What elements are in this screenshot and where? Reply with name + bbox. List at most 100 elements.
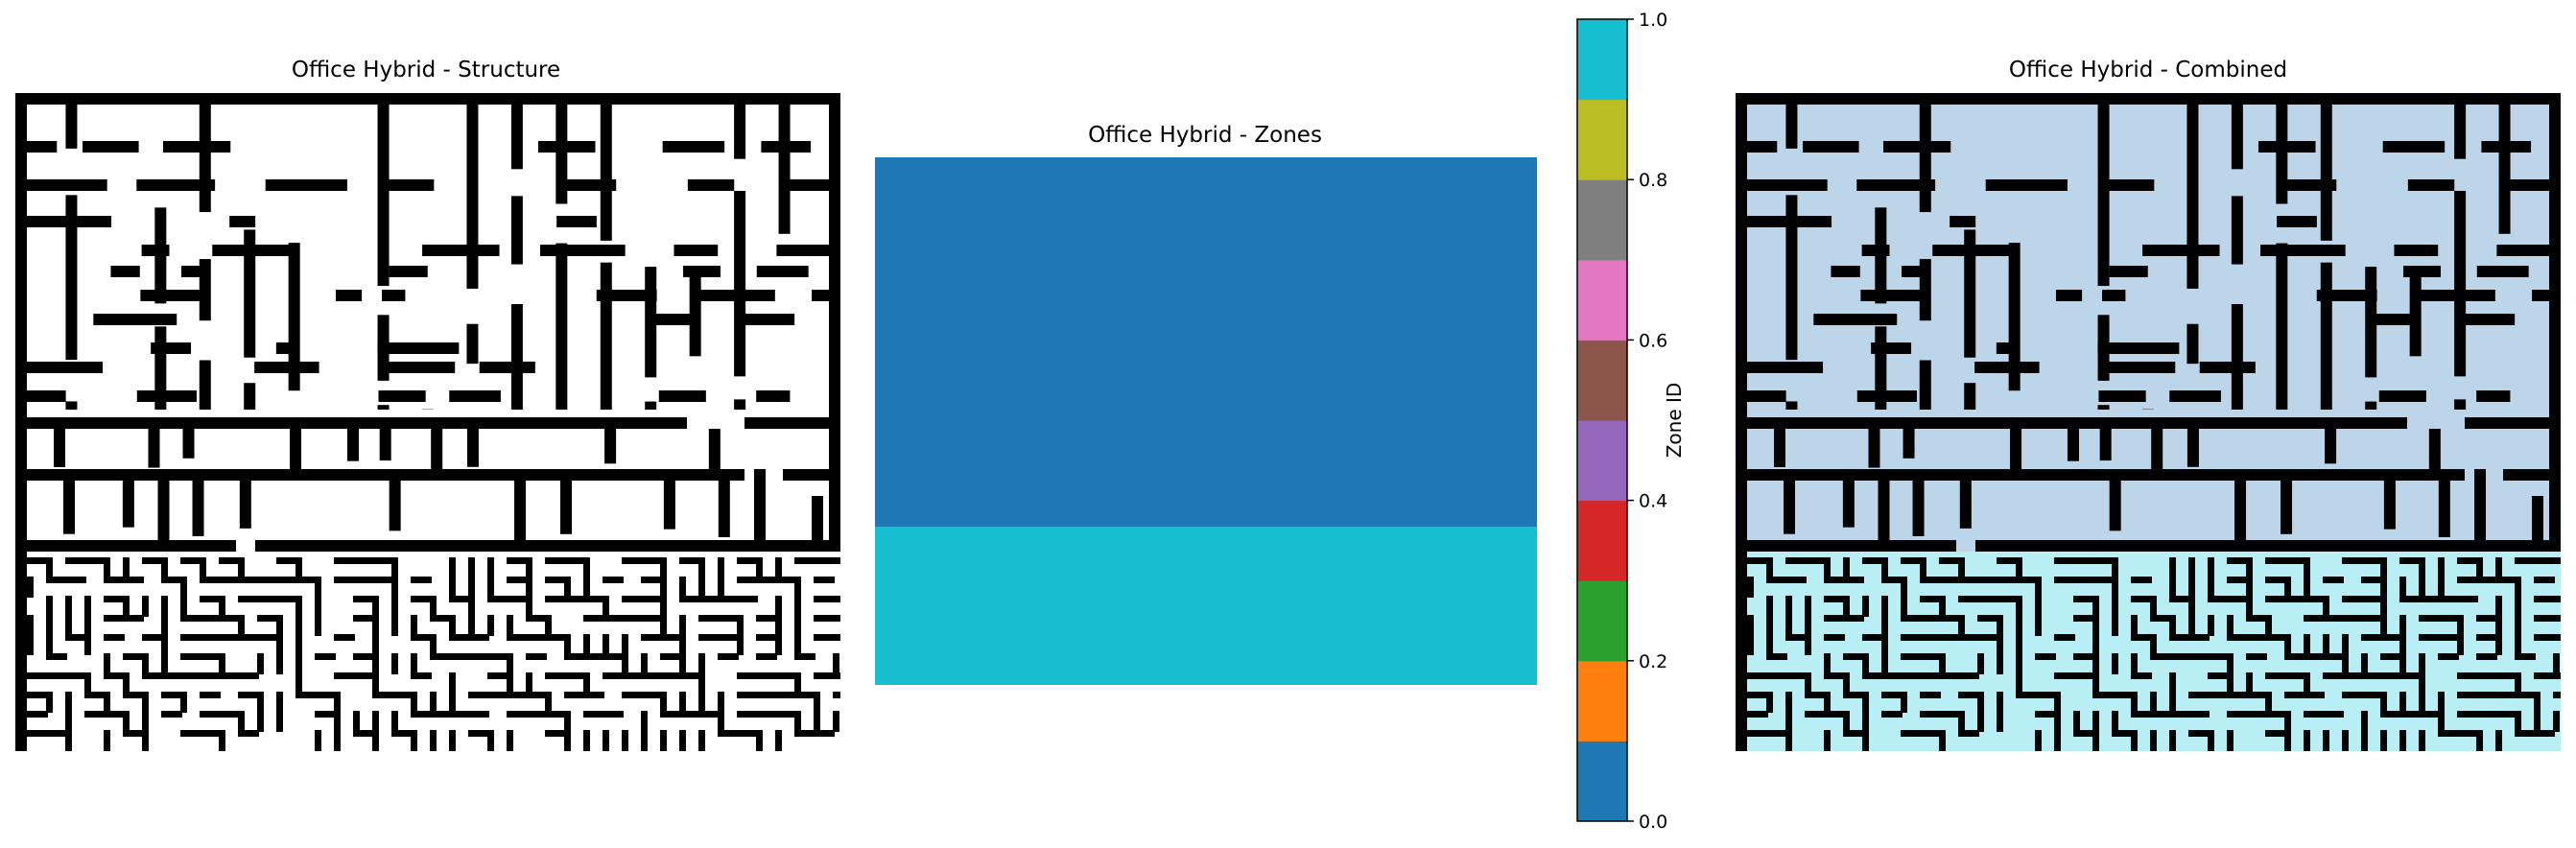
wall-cell bbox=[1920, 653, 1941, 660]
wall-cell bbox=[2016, 692, 2037, 698]
wall-cell bbox=[744, 314, 795, 325]
wall-cell bbox=[2150, 711, 2171, 718]
wall-cell bbox=[2188, 730, 2210, 737]
wall-cell bbox=[2073, 672, 2094, 679]
wall-cell bbox=[142, 596, 149, 617]
wall-cell bbox=[200, 672, 221, 679]
wall-cell bbox=[46, 672, 67, 679]
wall-cell bbox=[65, 634, 86, 641]
wall-cell bbox=[1939, 711, 1960, 718]
wall-cell bbox=[2457, 672, 2478, 679]
wall-cell bbox=[265, 179, 347, 191]
wall-cell bbox=[2399, 672, 2421, 679]
wall-cell bbox=[377, 105, 390, 287]
wall-cell bbox=[718, 481, 730, 538]
wall-cell bbox=[219, 730, 225, 751]
wall-cell bbox=[1881, 615, 1888, 636]
wall-cell bbox=[2506, 179, 2549, 191]
wall-cell bbox=[2097, 405, 2110, 410]
wall-cell bbox=[200, 577, 221, 583]
wall-cell bbox=[794, 711, 801, 732]
wall-cell bbox=[2323, 577, 2344, 583]
wall-cell bbox=[1824, 557, 1831, 578]
wall-cell bbox=[15, 552, 27, 751]
wall-cell bbox=[199, 105, 211, 213]
wall-cell bbox=[219, 577, 240, 583]
wall-cell bbox=[596, 290, 657, 301]
wall-cell bbox=[2304, 711, 2325, 718]
wall-cell bbox=[698, 653, 705, 674]
wall-cell bbox=[2476, 730, 2483, 751]
wall-cell bbox=[84, 711, 106, 718]
wall-cell bbox=[219, 615, 240, 622]
wall-cell bbox=[2067, 429, 2079, 461]
colorbar-segment bbox=[1577, 179, 1627, 261]
wall-cell bbox=[754, 469, 766, 546]
wall-cell bbox=[2208, 692, 2229, 698]
wall-cell bbox=[2284, 653, 2305, 660]
wall-cell bbox=[794, 634, 801, 655]
wall-cell bbox=[564, 596, 585, 602]
wall-cell bbox=[1843, 711, 1850, 732]
wall-cell bbox=[84, 692, 106, 698]
wall-cell bbox=[180, 692, 187, 713]
wall-cell bbox=[295, 692, 317, 698]
wall-cell bbox=[2382, 141, 2446, 153]
wall-cell bbox=[254, 362, 319, 373]
wall-cell bbox=[2438, 596, 2459, 602]
wall-cell bbox=[123, 596, 130, 617]
wall-cell bbox=[200, 615, 221, 622]
wall-cell bbox=[2246, 615, 2267, 622]
wall-cell bbox=[391, 577, 398, 598]
wall-cell bbox=[2016, 615, 2022, 636]
wall-cell bbox=[372, 615, 379, 636]
wall-cell bbox=[449, 634, 470, 641]
wall-cell bbox=[238, 615, 245, 636]
wall-cell bbox=[744, 417, 840, 429]
colorbar-label: Zone ID bbox=[1663, 383, 1686, 459]
wall-cell bbox=[295, 615, 302, 636]
wall-cell bbox=[2073, 730, 2094, 737]
wall-cell bbox=[2495, 577, 2517, 583]
wall-cell bbox=[1747, 672, 1768, 679]
wall-cell bbox=[679, 615, 686, 636]
wall-cell bbox=[430, 634, 437, 655]
wall-cell bbox=[110, 266, 140, 277]
wall-cell bbox=[1766, 730, 1787, 737]
wall-cell bbox=[238, 596, 259, 602]
wall-cell bbox=[2380, 692, 2387, 713]
wall-cell bbox=[1843, 692, 1864, 698]
wall-cell bbox=[2495, 730, 2502, 751]
wall-cell bbox=[1920, 634, 1941, 641]
wall-cell bbox=[378, 390, 426, 402]
wall-cell bbox=[199, 360, 211, 410]
wall-cell bbox=[276, 596, 297, 602]
wall-cell bbox=[2365, 401, 2377, 410]
wall-cell bbox=[814, 596, 835, 602]
zones-heatmap bbox=[875, 157, 1537, 685]
wall-cell bbox=[200, 596, 221, 602]
wall-cell bbox=[479, 362, 535, 373]
wall-cell bbox=[1964, 383, 1976, 410]
wall-cell bbox=[2553, 615, 2561, 622]
wall-cell bbox=[1901, 557, 1922, 564]
wall-cell bbox=[2276, 243, 2288, 410]
wall-cell bbox=[1919, 360, 1931, 410]
wall-cell bbox=[583, 596, 604, 602]
wall-cell bbox=[2186, 105, 2199, 289]
wall-cell bbox=[507, 692, 528, 698]
wall-cell bbox=[537, 141, 596, 153]
colorbar-segment bbox=[1577, 660, 1627, 742]
wall-cell bbox=[104, 653, 110, 674]
wall-cell bbox=[2112, 596, 2118, 617]
wall-cell bbox=[123, 557, 130, 578]
wall-cell bbox=[430, 653, 451, 660]
wall-cell bbox=[2323, 634, 2329, 655]
wall-cell bbox=[2325, 429, 2337, 464]
wall-cell bbox=[583, 672, 590, 694]
wall-cell bbox=[27, 362, 104, 373]
wall-cell bbox=[507, 615, 513, 636]
wall-cell bbox=[238, 634, 259, 641]
wall-cell bbox=[1997, 692, 2003, 713]
wall-cell bbox=[2457, 596, 2478, 602]
